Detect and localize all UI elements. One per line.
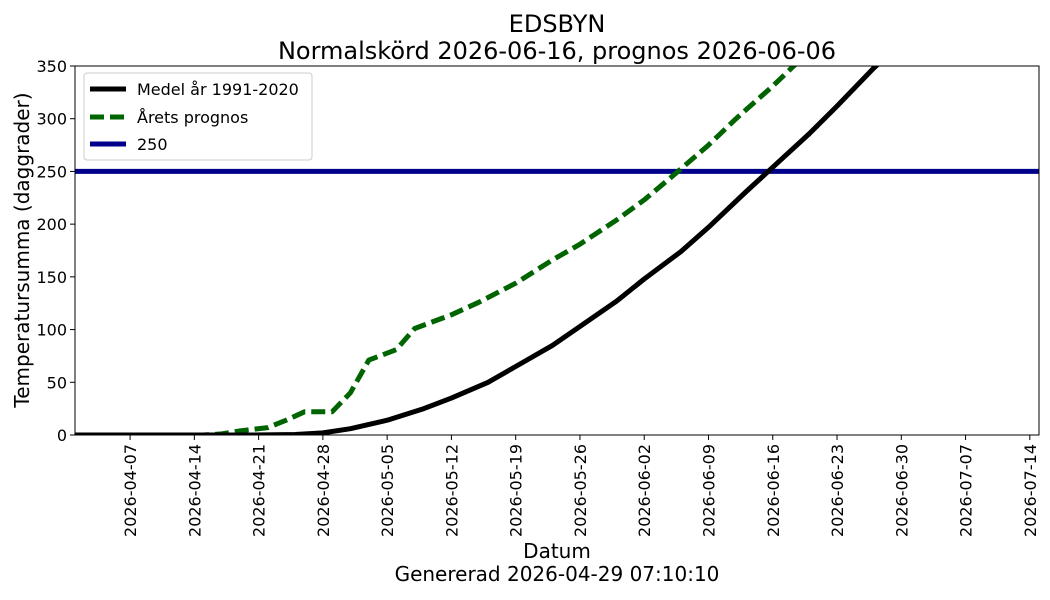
series-line-1 xyxy=(75,66,798,435)
x-axis-label: Datum xyxy=(523,539,591,563)
x-tick-label: 2026-04-14 xyxy=(185,444,204,537)
x-tick-label: 2026-05-26 xyxy=(571,444,590,537)
y-tick-label: 200 xyxy=(36,215,67,234)
x-tick-label: 2026-05-12 xyxy=(442,444,461,537)
plot-frame xyxy=(74,65,1040,436)
chart-subtitle: Normalskörd 2026-06-16, prognos 2026-06-… xyxy=(278,37,836,65)
legend-label-prognos: Årets prognos xyxy=(137,108,248,127)
y-tick-label: 0 xyxy=(57,426,67,445)
x-tick-label: 2026-06-30 xyxy=(892,444,911,537)
series-line-0 xyxy=(75,66,880,435)
legend-label-medel: Medel år 1991-2020 xyxy=(137,80,299,99)
y-tick-label: 150 xyxy=(36,268,67,287)
series-layer xyxy=(75,66,1039,435)
y-tick-label: 350 xyxy=(36,57,67,76)
x-tick-label: 2026-04-21 xyxy=(250,444,269,537)
y-tick-label: 300 xyxy=(36,110,67,129)
x-tick-label: 2026-04-28 xyxy=(314,444,333,537)
y-tick-label: 50 xyxy=(47,373,67,392)
legend-label-250: 250 xyxy=(137,135,168,154)
x-tick-label: 2026-06-02 xyxy=(635,444,654,537)
legend: Medel år 1991-2020 Årets prognos 250 xyxy=(83,72,313,161)
x-tick-label: 2026-04-07 xyxy=(121,444,140,537)
y-tick-label: 250 xyxy=(36,162,67,181)
x-tick-label: 2026-06-23 xyxy=(828,444,847,537)
x-tick-label: 2026-07-14 xyxy=(1021,444,1040,537)
x-tick-label: 2026-07-07 xyxy=(957,444,976,537)
x-tick-label: 2026-06-09 xyxy=(700,444,719,537)
footer-text: Genererad 2026-04-29 07:10:10 xyxy=(395,562,720,586)
legend-box xyxy=(83,72,313,161)
y-axis-label: Temperatursumma (daggrader) xyxy=(10,92,34,408)
x-tick-label: 2026-05-05 xyxy=(378,444,397,537)
y-ticks: 0 50 100 150 200 250 300 350 xyxy=(36,57,75,445)
x-tick-label: 2026-05-19 xyxy=(507,444,526,537)
x-tick-label: 2026-06-16 xyxy=(764,444,783,537)
x-ticks: 2026-04-07 2026-04-14 2026-04-21 2026-04-28… xyxy=(121,435,1040,537)
y-tick-label: 100 xyxy=(36,321,67,340)
chart-title: EDSBYN xyxy=(509,10,606,38)
